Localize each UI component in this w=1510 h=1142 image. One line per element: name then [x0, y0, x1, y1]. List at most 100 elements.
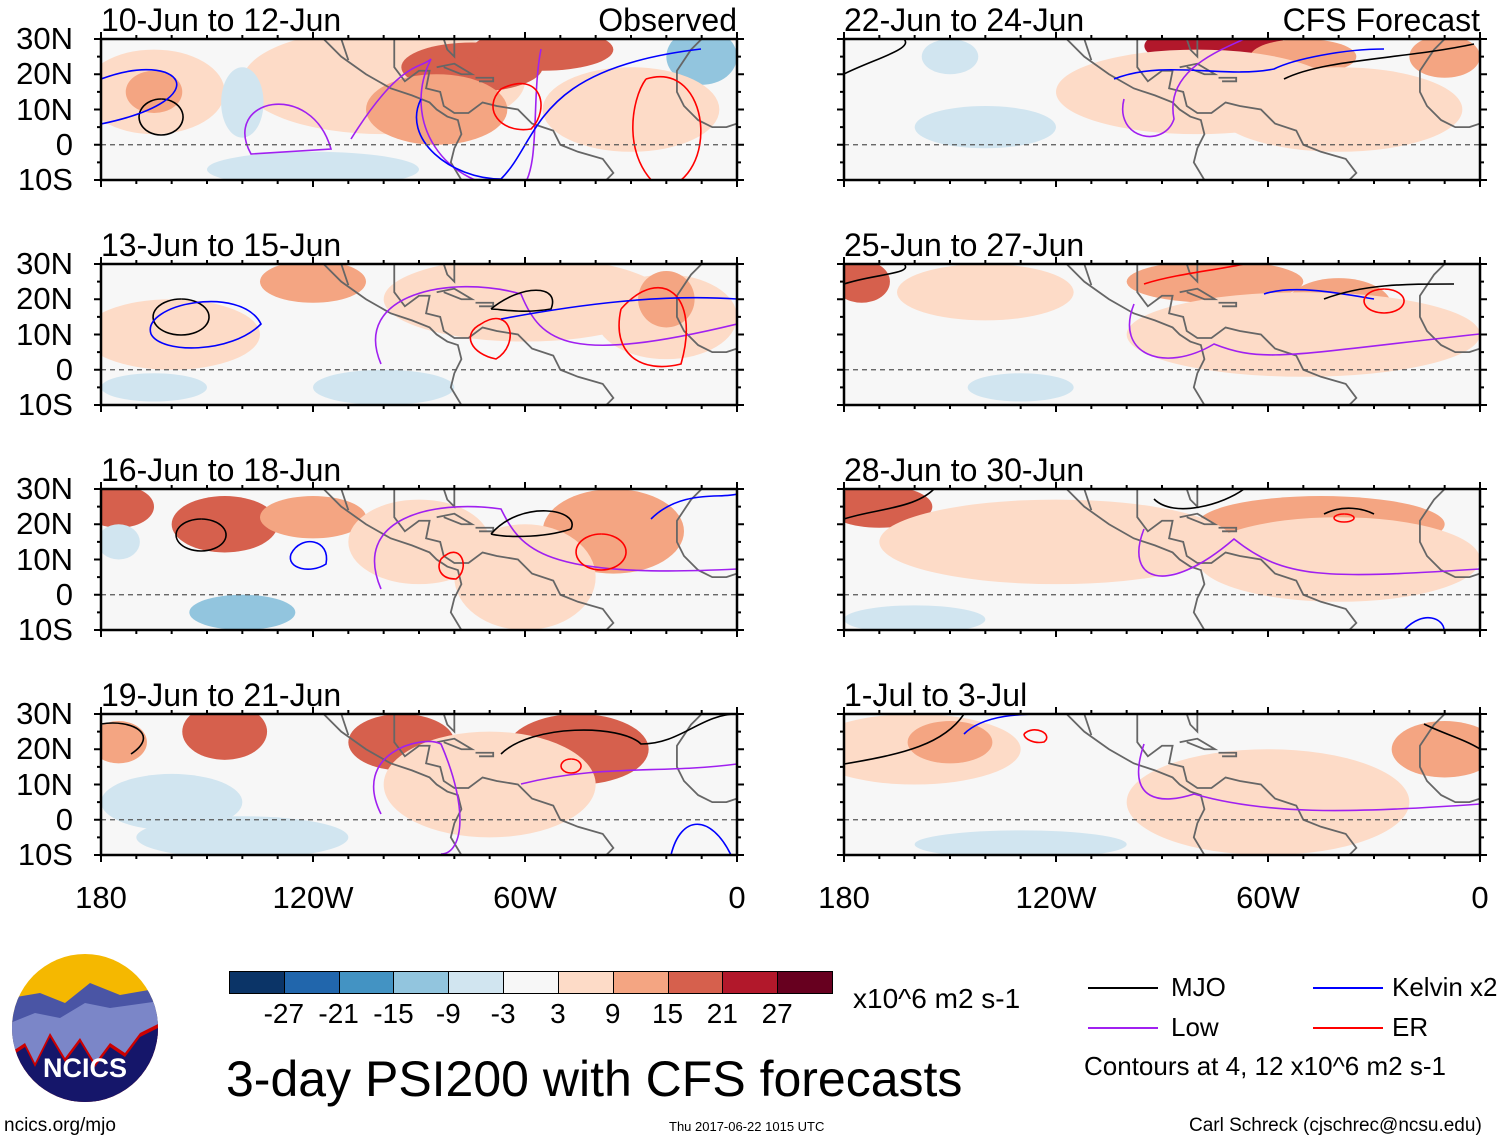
coastline — [1218, 526, 1238, 533]
wave-contour — [1023, 729, 1048, 744]
wave-contour — [650, 493, 737, 520]
colorbar-label: 3 — [550, 998, 566, 1029]
colorbar-units: x10^6 m2 s-1 — [853, 983, 1021, 1014]
coastline — [1218, 751, 1238, 758]
lat-label: 30N — [16, 696, 73, 731]
wave-contour — [101, 722, 145, 755]
coastline — [1218, 76, 1238, 83]
colorbar-swatch — [448, 971, 505, 994]
forecast-panel-3-map — [837, 482, 1487, 637]
wave-contour — [844, 264, 907, 285]
wave-contour — [372, 740, 461, 855]
anomaly-shading — [383, 731, 596, 838]
coastline — [475, 76, 495, 83]
wave-contour — [844, 489, 935, 520]
colorbar-swatch — [777, 971, 833, 994]
colorbar-swatch — [503, 971, 559, 994]
legend-label-er: ER — [1392, 1012, 1429, 1042]
anomaly-shading — [921, 39, 979, 75]
lat-label: 20N — [16, 281, 73, 317]
coastline — [322, 264, 463, 405]
coastline — [1179, 512, 1219, 526]
colorbar-swatch — [667, 971, 724, 994]
wave-contour — [1137, 743, 1480, 812]
ncics-logo: NCICS — [12, 954, 158, 1102]
coastline — [1419, 39, 1480, 129]
lat-label: 0 — [55, 126, 73, 162]
lon-label: 0 — [1471, 880, 1489, 915]
forecast-panel-3-title: 28-Jun to 30-Jun — [844, 452, 1085, 488]
anomaly-shading — [101, 373, 207, 402]
coastline — [1136, 264, 1358, 405]
colorbar-label: -9 — [435, 998, 461, 1029]
wave-contour — [1333, 513, 1355, 523]
anomaly-shading — [221, 67, 264, 138]
colorbar-label: 21 — [706, 998, 738, 1029]
wave-contour — [490, 289, 554, 312]
footer-url[interactable]: ncics.org/mjo — [4, 1115, 116, 1136]
wave-contour — [1423, 723, 1480, 750]
coastline — [393, 714, 615, 855]
anomaly-shading — [1126, 264, 1304, 303]
coastline — [1083, 714, 1093, 736]
anomaly-shading — [1391, 721, 1480, 778]
lat-label: 20N — [16, 56, 73, 92]
forecast-panel-4-map — [837, 707, 1487, 862]
wave-contour — [1128, 303, 1480, 359]
forecast-panel-2-map — [837, 257, 1487, 412]
lon-label: 120W — [1015, 880, 1097, 915]
wave-contour — [1363, 288, 1405, 314]
coastline — [1136, 39, 1358, 180]
coastline — [676, 39, 737, 129]
anomaly-shading — [907, 721, 993, 764]
observed-panel-4-map — [94, 707, 744, 862]
colorbar-label: -27 — [263, 998, 305, 1029]
lon-label: 120W — [272, 880, 354, 915]
anomaly-shading — [844, 605, 986, 630]
coastline — [393, 264, 615, 405]
wave-contour — [1283, 43, 1475, 80]
legend-label-kelvin: Kelvin x2 — [1392, 972, 1498, 1002]
coastline — [442, 489, 456, 509]
wave-contour — [632, 76, 702, 180]
coastline — [322, 489, 463, 630]
anomaly-shading — [101, 721, 147, 764]
legend-label-mjo: MJO — [1171, 972, 1226, 1002]
observed-panel-1-title: 10-Jun to 12-Jun — [101, 2, 342, 38]
wave-contour — [1153, 489, 1245, 510]
coastline — [1083, 39, 1093, 61]
coastline — [436, 737, 476, 751]
legend-line-kelvin — [1313, 987, 1383, 989]
lon-label: 60W — [493, 880, 557, 915]
anomaly-shading — [260, 496, 366, 539]
wave-contour — [575, 533, 627, 571]
colorbar-swatch — [229, 971, 285, 994]
wave-contour — [1323, 283, 1455, 300]
colorbar-label: -15 — [373, 998, 414, 1029]
wave-contour — [350, 48, 542, 180]
coastline — [475, 526, 495, 533]
lat-label: 10S — [17, 162, 73, 197]
lat-label: 10N — [16, 766, 73, 802]
coastline — [475, 751, 495, 758]
wave-contour — [844, 714, 965, 765]
legend-line-er — [1313, 1027, 1383, 1029]
wave-contour — [374, 285, 737, 365]
coastline — [1136, 489, 1358, 630]
wave-contour — [1263, 288, 1375, 300]
colorbar-swatch — [557, 971, 614, 994]
colorbar-label: 15 — [651, 998, 684, 1029]
coastline — [1419, 489, 1480, 579]
coastline — [1083, 489, 1093, 511]
wave-contour — [373, 505, 737, 590]
coastline — [322, 39, 463, 180]
lon-label: 0 — [728, 880, 746, 915]
coastline — [442, 714, 456, 734]
wave-contour — [1403, 617, 1445, 630]
footer-credit: Carl Schreck (cjschrec@ncsu.edu) — [1189, 1115, 1482, 1136]
legend-label-low: Low — [1171, 1012, 1219, 1042]
lat-label: 20N — [16, 731, 73, 767]
wave-contour — [1121, 39, 1245, 138]
anomaly-shading — [1126, 749, 1410, 855]
coastline — [442, 264, 456, 284]
